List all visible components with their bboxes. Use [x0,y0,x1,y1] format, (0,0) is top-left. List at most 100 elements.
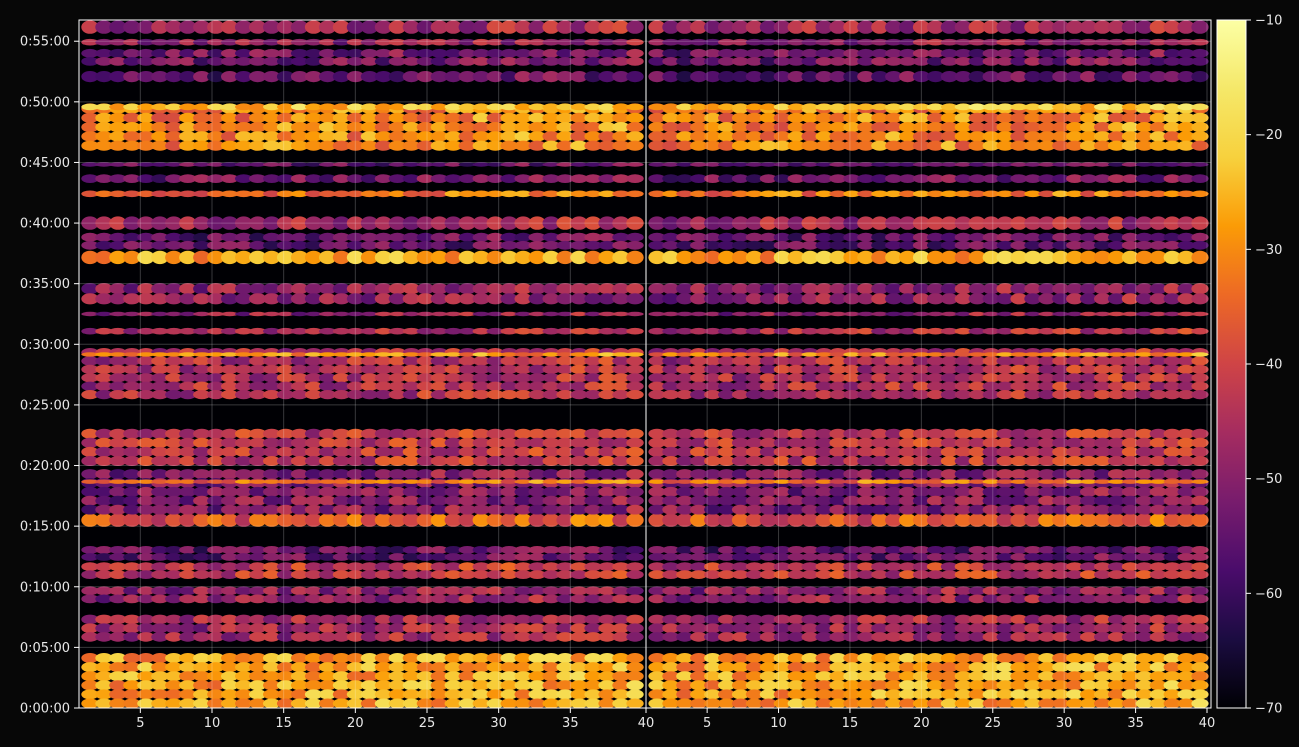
heatmap-cell [542,57,560,66]
heatmap-cell [584,437,602,448]
heatmap-cell [1080,469,1098,479]
heatmap-cell [1010,352,1028,357]
heatmap-cell [570,373,588,383]
heatmap-cell [815,112,833,123]
heatmap-cell [374,112,393,123]
heatmap-cell [570,586,588,596]
heatmap-cell [899,390,917,400]
heatmap-cell [486,437,504,448]
heatmap-cell [193,232,211,242]
heatmap-cell [745,446,764,457]
heatmap-cell [690,356,708,366]
heatmap-cell [926,653,945,663]
heatmap-cell [374,553,393,561]
heatmap-cell [402,446,421,457]
heatmap-cell [843,190,861,198]
heatmap-cell [1163,174,1181,184]
heatmap-cell [940,632,959,642]
heatmap-cell [1066,456,1084,466]
heatmap-cell [123,553,141,561]
heatmap-cell [360,48,379,58]
heatmap-cell [759,479,778,484]
heatmap-cell [360,671,379,682]
heatmap-cell [912,662,931,673]
heatmap-cell [374,48,393,58]
heatmap-cell [137,632,155,642]
heatmap-cell [556,356,574,366]
heatmap-cell [346,513,365,527]
heatmap-cell [570,594,588,604]
heatmap-cell [1121,232,1139,242]
heatmap-cell [690,311,708,317]
heatmap-cell [662,140,680,151]
heatmap-cell [360,594,379,604]
heatmap-cell [871,174,889,184]
heatmap-cell [235,364,253,374]
heatmap-cell [968,653,986,663]
heatmap-cell [207,250,225,265]
heatmap-cell [109,112,127,123]
heatmap-cell [249,479,267,484]
heatmap-cell [263,495,281,506]
heatmap-cell [787,570,805,579]
heatmap-cell [1094,662,1112,673]
heatmap-cell [514,327,532,335]
heatmap-cell [912,293,931,305]
heatmap-cell [221,689,239,700]
heatmap-cell [123,680,141,691]
heatmap-cell [109,327,127,335]
heatmap-cell [954,671,972,682]
heatmap-cell [940,162,959,167]
heatmap-cell [885,283,903,295]
heatmap-cell [954,48,972,58]
heatmap-cell [612,495,630,506]
heatmap-cell [857,283,875,295]
heatmap-cell [430,327,449,335]
heatmap-cell [843,112,861,123]
heatmap-cell [1135,698,1153,709]
heatmap-cell [95,103,113,111]
heatmap-cell [1107,456,1126,466]
heatmap-cell [1135,283,1153,295]
heatmap-cell [926,390,945,400]
heatmap-cell [514,553,532,561]
heatmap-cell [940,283,959,295]
heatmap-cell [584,293,602,305]
heatmap-cell [676,428,694,439]
heatmap-cell [81,632,99,642]
heatmap-cell [912,469,931,479]
heatmap-cell [612,428,630,439]
heatmap-cell [1191,671,1209,682]
heatmap-cell [444,653,462,663]
heatmap-cell [528,131,546,142]
heatmap-cell [235,71,253,83]
heatmap-cell [899,632,917,642]
heatmap-cell [598,428,616,439]
heatmap-cell [249,232,267,242]
heatmap-cell [514,57,532,66]
heatmap-cell [731,614,750,625]
heatmap-cell [556,513,574,527]
heatmap-cell [899,364,917,374]
heatmap-cell [626,57,644,66]
heatmap-cell [528,504,546,515]
heatmap-cell [123,216,141,230]
heatmap-cell [1080,38,1098,46]
heatmap-cell [1149,390,1167,400]
heatmap-cell [1010,293,1028,305]
heatmap-cell [276,311,295,317]
heatmap-cell [81,103,99,111]
heatmap-cell [1066,48,1084,58]
heatmap-cell [871,504,889,515]
heatmap-cell [332,504,351,515]
heatmap-cell [857,327,875,335]
heatmap-cell [1135,504,1153,515]
heatmap-cell [95,250,113,265]
heatmap-cell [402,486,421,497]
heatmap-cell [1177,513,1195,527]
heatmap-cell [151,356,169,366]
heatmap-cell [759,364,778,374]
heatmap-cell [514,698,532,709]
heatmap-cell [829,570,847,579]
heatmap-cell [514,428,532,439]
